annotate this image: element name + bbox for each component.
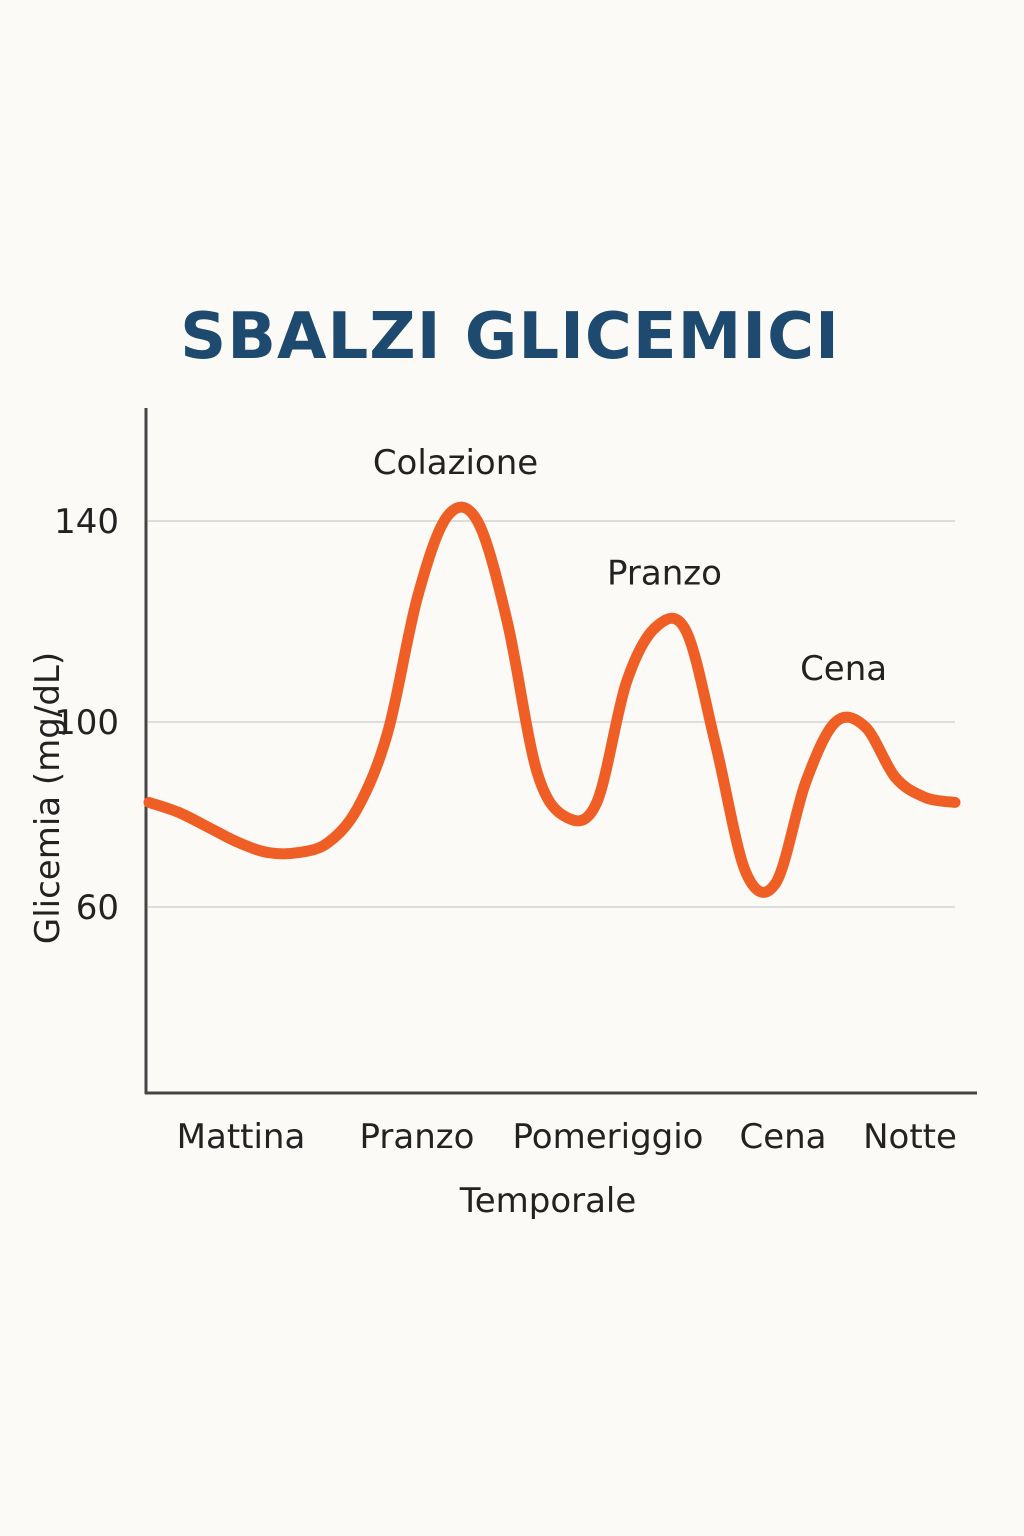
series-line: [143, 501, 961, 898]
x-category-label: Pranzo: [360, 1117, 475, 1157]
y-tick-label: 100: [54, 703, 119, 743]
y-tick-label: 140: [54, 502, 119, 542]
x-category-labels: Mattina Pranzo Pomeriggio Cena Notte: [177, 1117, 957, 1157]
x-category-label: Notte: [863, 1117, 957, 1157]
peak-annotation: Pranzo: [607, 554, 722, 594]
x-axis-title: Temporale: [459, 1181, 637, 1221]
grid-lines: [148, 520, 955, 908]
peak-annotations: Colazione Pranzo Cena: [373, 443, 887, 689]
x-category-label: Pomeriggio: [513, 1117, 704, 1157]
peak-annotation: Cena: [800, 649, 887, 689]
x-category-label: Mattina: [177, 1117, 306, 1157]
y-tick-labels: 60 100 140: [54, 502, 119, 928]
y-tick-label: 60: [76, 888, 119, 928]
chart-title: SBALZI GLICEMICI: [180, 300, 840, 374]
x-category-label: Cena: [739, 1117, 826, 1157]
peak-annotation: Colazione: [373, 443, 538, 483]
y-axis-title: Glicemia (mg/dL): [28, 652, 68, 944]
